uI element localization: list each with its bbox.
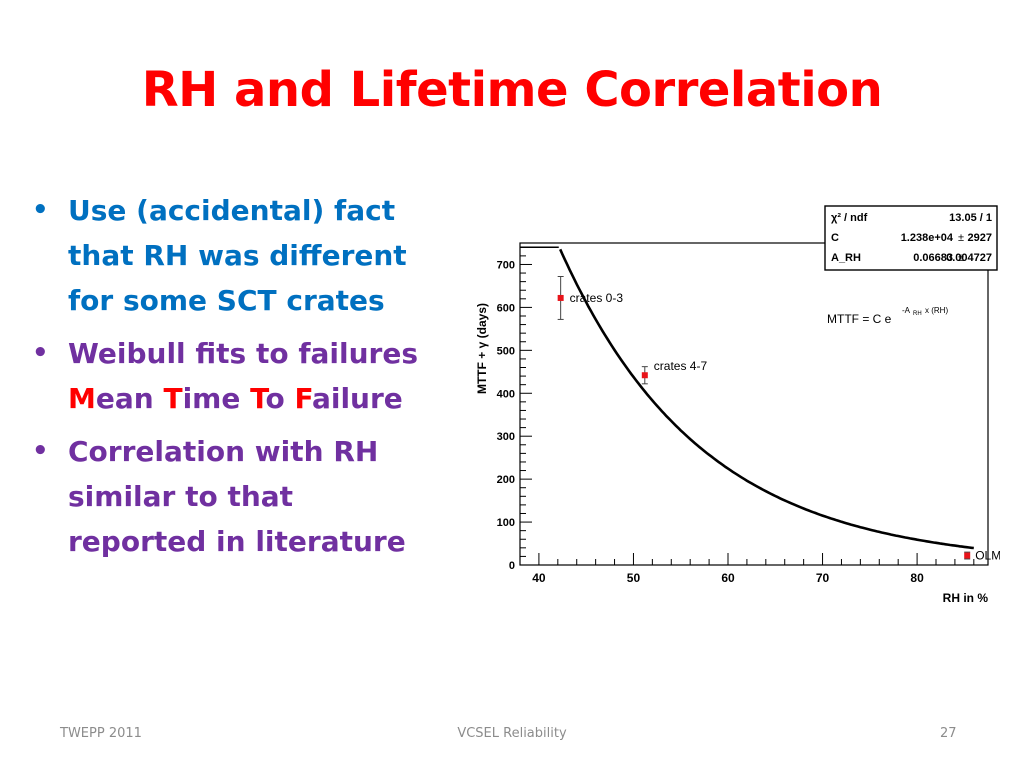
bullet-line: for some SCT crates	[68, 284, 385, 317]
stats-value: 13.05 / 1	[949, 212, 992, 224]
bullet-line: Correlation with RH	[68, 435, 379, 468]
y-tick-label: 0	[509, 560, 515, 572]
stats-error: 0.004727	[946, 252, 992, 264]
footer-title: VCSEL Reliability	[457, 726, 567, 741]
plot-frame	[519, 242, 989, 566]
point-label: crates 4-7	[654, 359, 708, 373]
x-tick-label: 50	[627, 571, 641, 585]
data-point	[557, 294, 564, 301]
y-tick-label: 100	[497, 517, 515, 529]
stats-box	[824, 205, 998, 271]
stats-label: C	[831, 232, 839, 244]
stats-plusminus: ±	[958, 252, 964, 264]
bullet-dot: •	[32, 436, 49, 466]
bullet-line: that RH was different	[68, 239, 407, 272]
x-axis-label: RH in %	[943, 591, 989, 605]
x-tick-label: 80	[910, 571, 924, 585]
stats-error: 2927	[968, 232, 992, 244]
y-tick-label: 200	[497, 474, 515, 486]
y-tick-label: 500	[497, 345, 515, 357]
bullet-line: Use (accidental) fact	[68, 194, 396, 227]
point-label: crates 0-3	[570, 291, 624, 305]
bullet-dot: •	[32, 338, 49, 368]
bullet-list: • Use (accidental) fact that RH was diff…	[22, 188, 462, 572]
fit-exponent-subscript: RH	[913, 311, 922, 317]
bullet-dot: •	[32, 195, 49, 225]
y-axis-label: MTTF + γ (days)	[475, 303, 489, 394]
y-tick-label: 700	[497, 259, 515, 271]
mttf-acronym-line: Mean Time To Failure	[68, 382, 403, 415]
mttf-vs-rh-chart: 40 50 60 70 80 0 100 200 300 400 500 600 700 RH in % M…	[475, 205, 1000, 605]
stats-label: A_RH	[831, 252, 861, 264]
bullet-item-1: • Use (accidental) fact that RH was diff…	[22, 188, 462, 323]
data-point	[641, 372, 648, 379]
bullet-item-3: • Correlation with RH similar to that re…	[22, 429, 462, 564]
bullet-line: Weibull fits to failures	[68, 337, 418, 370]
bullet-item-2: • Weibull fits to failures Mean Time To …	[22, 331, 462, 421]
point-label: OLM	[975, 549, 1000, 563]
x-tick-label: 40	[532, 571, 546, 585]
stats-value: 1.238e+04	[901, 232, 954, 244]
bullet-line: similar to that	[68, 480, 294, 513]
x-tick-label: 60	[721, 571, 735, 585]
bullet-line: reported in literature	[68, 525, 406, 558]
stats-value: 0.06683	[913, 252, 953, 264]
y-tick-label: 300	[497, 431, 515, 443]
fit-curve	[559, 248, 974, 550]
stats-label: χ² / ndf	[831, 212, 868, 224]
slide-title: RH and Lifetime Correlation	[141, 62, 883, 118]
data-point	[964, 552, 971, 559]
y-tick-label: 600	[497, 302, 515, 314]
fit-exponent-tail: x (RH)	[925, 306, 948, 315]
footer-event: TWEPP 2011	[60, 726, 142, 741]
stats-plusminus: ±	[958, 232, 964, 244]
y-tick-label: 400	[497, 388, 515, 400]
x-tick-label: 70	[816, 571, 830, 585]
fit-formula: MTTF = C e	[827, 312, 892, 326]
fit-exponent: -A	[902, 306, 911, 315]
slide-number: 27	[940, 726, 957, 741]
